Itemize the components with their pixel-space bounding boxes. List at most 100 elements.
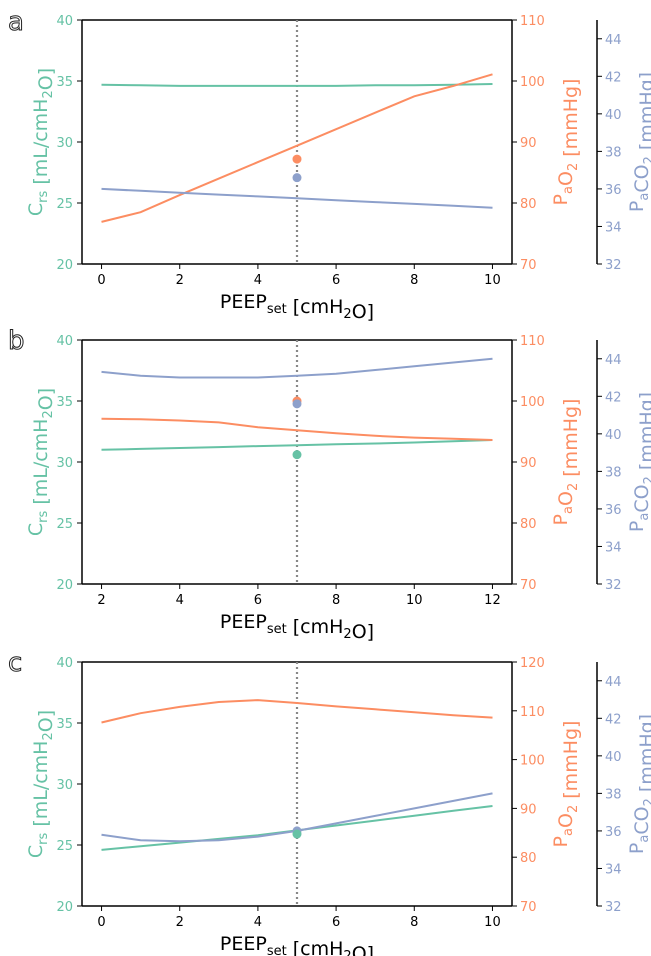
- x-tick-label: 2: [176, 273, 184, 288]
- crs-label-unit-end: O]: [35, 710, 57, 732]
- crs-tick-label: 30: [56, 456, 73, 471]
- crs-axis-label: Crs [mL/cmH2O]: [25, 68, 57, 216]
- crs-tick-label: 35: [56, 395, 73, 410]
- crs-label-unit-sub: 2: [41, 732, 56, 740]
- pao2-label-unit: [mmHg]: [560, 399, 582, 483]
- paco2-label-co: CO: [631, 164, 651, 192]
- paco2-tick-label: 44: [605, 353, 622, 368]
- pao2-label-sub-2: 2: [566, 163, 581, 171]
- pao2-axis-label: PaO2 [mmHg]: [550, 399, 582, 526]
- x-label-main: PEEP: [220, 291, 267, 313]
- crs-tick-label: 30: [56, 136, 73, 151]
- x-tick-label: 8: [332, 593, 340, 608]
- pao2-tick-label: 80: [520, 197, 537, 212]
- paco2-tick-label: 36: [605, 825, 622, 840]
- x-label-unit-end: O]: [352, 943, 374, 956]
- crs-tick-label: 35: [56, 75, 73, 90]
- pao2-tick-label: 110: [520, 334, 545, 349]
- x-axis-label: PEEPset [cmH2O]: [220, 611, 374, 643]
- paco2-series-line: [101, 357, 493, 379]
- x-label-sub: set: [267, 622, 287, 637]
- paco2-label-p: P: [626, 843, 648, 854]
- crs-tick-label: 20: [56, 258, 73, 273]
- pao2-series-line: [101, 73, 493, 223]
- paco2-label-p: P: [626, 521, 648, 532]
- crs-label-unit: [mL/cmH: [30, 99, 52, 191]
- paco2-tick-label: 38: [605, 465, 622, 480]
- paco2-tick-label: 32: [605, 258, 622, 273]
- paco2-series-line: [101, 187, 493, 209]
- x-tick-label: 6: [332, 273, 340, 288]
- paco2-point: [292, 399, 302, 409]
- x-label-unit-sub: 2: [343, 627, 351, 642]
- pao2-label-p: P: [550, 194, 572, 205]
- panel-letter-c: c: [8, 648, 22, 678]
- pao2-tick-label: 80: [520, 851, 537, 866]
- crs-series-line: [101, 439, 493, 451]
- pao2-label-unit: [mmHg]: [560, 721, 582, 805]
- x-label-main: PEEP: [220, 611, 267, 633]
- paco2-tick-label: 42: [605, 70, 622, 85]
- paco2-tick-label: 38: [605, 145, 622, 160]
- pao2-label-o: O: [555, 491, 577, 506]
- crs-tick-label: 30: [56, 778, 73, 793]
- crs-label-unit-sub: 2: [41, 90, 56, 98]
- crs-axis-label: Crs [mL/cmH2O]: [25, 388, 57, 536]
- crs-tick-label: 25: [56, 517, 73, 532]
- paco2-point: [292, 173, 302, 183]
- panel-c: c 0 2 4 6 8 10 20 25 30 35 40 70 80 90 100 110 120 32 34 36 3…: [8, 648, 651, 956]
- pao2-tick-label: 100: [520, 75, 545, 90]
- pao2-tick-label: 80: [520, 517, 537, 532]
- paco2-label-sub-a: a: [637, 835, 651, 843]
- pao2-label-sub-a: a: [561, 828, 576, 836]
- crs-series-line: [101, 83, 493, 87]
- crs-label-sub: rs: [36, 511, 51, 523]
- x-axis-label: PEEPset [cmH2O]: [220, 291, 374, 323]
- x-tick-label: 4: [254, 915, 262, 930]
- crs-label-main: C: [25, 523, 47, 536]
- paco2-tick-label: 34: [605, 540, 622, 555]
- pao2-label-sub-2: 2: [566, 805, 581, 813]
- pao2-tick-label: 90: [520, 802, 537, 817]
- crs-label-unit-end: O]: [35, 68, 57, 90]
- x-tick-label: 6: [332, 915, 340, 930]
- pao2-tick-label: 110: [520, 705, 545, 720]
- paco2-label-co: CO: [631, 484, 651, 512]
- pao2-tick-label: 90: [520, 456, 537, 471]
- paco2-axis-label: PaCO2 [mmHg]: [626, 72, 651, 212]
- paco2-tick-label: 44: [605, 675, 622, 690]
- paco2-label-sub-2: 2: [642, 476, 651, 484]
- x-tick-label: 0: [97, 273, 105, 288]
- pao2-tick-label: 110: [520, 14, 545, 29]
- x-tick-label: 8: [410, 915, 418, 930]
- x-tick-label: 4: [176, 593, 184, 608]
- paco2-axis-label: PaCO2 [mmHg]: [626, 392, 651, 532]
- crs-label-unit: [mL/cmH: [30, 419, 52, 511]
- paco2-tick-label: 40: [605, 108, 622, 123]
- pao2-axis-label: PaO2 [mmHg]: [550, 79, 582, 206]
- paco2-label-sub-a: a: [637, 193, 651, 201]
- pao2-tick-label: 70: [520, 258, 537, 273]
- crs-tick-label: 40: [56, 656, 73, 671]
- x-tick-label: 10: [406, 593, 423, 608]
- x-tick-label: 2: [97, 593, 105, 608]
- paco2-label-unit: [mmHg]: [636, 72, 651, 156]
- x-tick-label: 4: [254, 273, 262, 288]
- crs-label-main: C: [25, 203, 47, 216]
- panel-letter-a: a: [8, 7, 24, 37]
- paco2-label-unit: [mmHg]: [636, 714, 651, 798]
- pao2-tick-label: 100: [520, 395, 545, 410]
- crs-label-unit-end: O]: [35, 388, 57, 410]
- pao2-label-o: O: [555, 813, 577, 828]
- paco2-tick-label: 36: [605, 503, 622, 518]
- panel-b: b 2 4 6 8 10 12 20 25 30 35 40 70 80 90 100 110 32 34 36 38 4…: [8, 326, 651, 644]
- crs-label-main: C: [25, 845, 47, 858]
- crs-tick-label: 20: [56, 578, 73, 593]
- paco2-label-sub-a: a: [637, 513, 651, 521]
- paco2-axis-label: PaCO2 [mmHg]: [626, 714, 651, 854]
- paco2-tick-label: 40: [605, 750, 622, 765]
- pao2-label-p: P: [550, 514, 572, 525]
- panel-letter-b: b: [8, 326, 25, 356]
- paco2-label-unit: [mmHg]: [636, 392, 651, 476]
